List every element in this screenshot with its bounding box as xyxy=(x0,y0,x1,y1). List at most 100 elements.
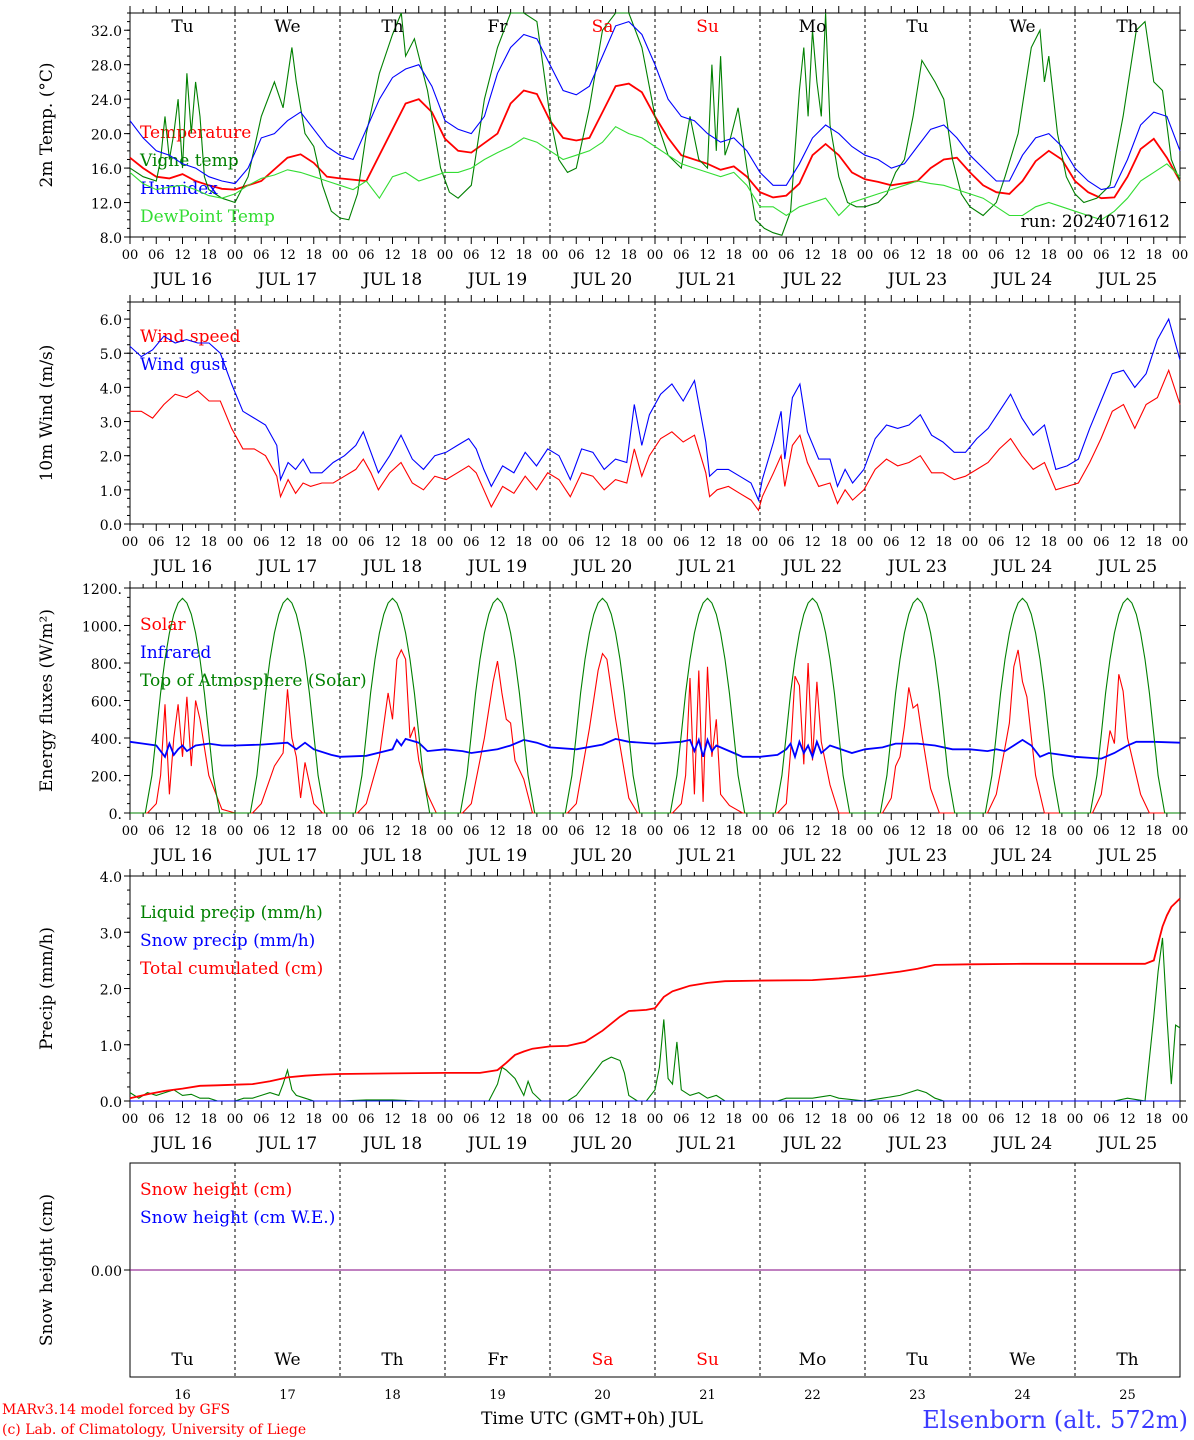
hour-label: 12 xyxy=(699,824,716,839)
hour-label: 00 xyxy=(437,535,454,550)
date-label: JUL 21 xyxy=(676,846,737,866)
hour-label: 12 xyxy=(279,248,296,263)
date-label: JUL 19 xyxy=(466,846,527,866)
legend-entry: Total cumulated (cm) xyxy=(140,959,323,979)
weekday-label: Sa xyxy=(592,1350,614,1370)
hour-label: 18 xyxy=(200,824,217,839)
date-label: JUL 19 xyxy=(466,557,527,577)
hour-label: 06 xyxy=(778,248,795,263)
hour-label: 12 xyxy=(489,248,506,263)
hour-label: 12 xyxy=(804,1112,821,1127)
weekday-label: Th xyxy=(1116,17,1138,37)
weekday-label: Fr xyxy=(488,17,509,37)
hour-label: 00 xyxy=(647,824,664,839)
hour-label: 12 xyxy=(489,824,506,839)
day-number-label: 24 xyxy=(1014,1388,1031,1403)
footer: MARv3.14 model forced by GFS (c) Lab. of … xyxy=(2,1402,1188,1438)
hour-label: 12 xyxy=(384,1112,401,1127)
hour-label: 18 xyxy=(410,1112,427,1127)
y-tick-label: 16.0 xyxy=(91,162,122,178)
day-number-label: 22 xyxy=(804,1388,821,1403)
y-tick-label: 1200. xyxy=(82,582,122,598)
hour-label: 06 xyxy=(988,535,1005,550)
series-line-solar xyxy=(130,648,1180,814)
date-label: JUL 22 xyxy=(781,846,842,866)
weekday-label: Su xyxy=(696,1350,719,1370)
day-number-label: 21 xyxy=(699,1388,716,1403)
hour-label: 12 xyxy=(279,824,296,839)
legend-entry: Liquid precip (mm/h) xyxy=(140,903,323,923)
hour-label: 12 xyxy=(489,535,506,550)
hour-label: 12 xyxy=(279,535,296,550)
hour-label: 06 xyxy=(148,535,165,550)
date-label: JUL 16 xyxy=(151,1134,212,1154)
y-axis-title: Precip (mm/h) xyxy=(37,927,57,1050)
hour-label: 18 xyxy=(830,824,847,839)
plot-frame xyxy=(129,587,1181,814)
hour-label: 00 xyxy=(752,824,769,839)
date-label: JUL 22 xyxy=(781,270,842,290)
hour-label: 12 xyxy=(1119,1112,1136,1127)
hour-label: 12 xyxy=(909,824,926,839)
date-label: JUL 19 xyxy=(466,1134,527,1154)
y-tick-label: 3.0 xyxy=(100,416,122,432)
hour-label: 00 xyxy=(857,535,874,550)
hour-label: 12 xyxy=(384,248,401,263)
date-label: JUL 23 xyxy=(886,1134,947,1154)
hour-label: 18 xyxy=(830,248,847,263)
hour-label: 06 xyxy=(358,824,375,839)
y-tick-label: 0. xyxy=(109,807,122,823)
hour-label: 06 xyxy=(358,1112,375,1127)
hour-label: 12 xyxy=(699,1112,716,1127)
panel-3: 0. 200. 400. 600. 800. 1000. 1200. Energy fluxe… xyxy=(37,581,1188,866)
y-tick-label: 0.0 xyxy=(100,1095,122,1111)
hour-label: 00 xyxy=(962,248,979,263)
y-tick-label: 2.0 xyxy=(100,450,122,466)
legend-entry: Solar xyxy=(140,615,186,635)
hour-label: 18 xyxy=(1040,248,1057,263)
hour-label: 00 xyxy=(227,248,244,263)
y-tick-label: 400. xyxy=(91,732,122,748)
hour-label: 06 xyxy=(568,1112,585,1127)
date-label: JUL 24 xyxy=(991,557,1052,577)
hour-label: 06 xyxy=(148,824,165,839)
hour-label: 12 xyxy=(489,1112,506,1127)
y-tick-label: 200. xyxy=(91,770,122,786)
hour-label: 18 xyxy=(620,535,637,550)
panel-1: 8.0 12.0 16.0 20.0 24.0 28.0 32.0 2m Temp. (°C)… xyxy=(37,6,1188,290)
hour-label: 00 xyxy=(962,535,979,550)
hour-label: 00 xyxy=(122,535,139,550)
hour-label: 00 xyxy=(752,535,769,550)
legend-entry: Wind speed xyxy=(140,327,241,347)
hour-label: 00 xyxy=(1172,248,1189,263)
hour-label: 12 xyxy=(174,1112,191,1127)
x-axis-title: Time UTC (GMT+0h) JUL xyxy=(481,1409,703,1429)
weekday-label: Tu xyxy=(906,17,928,37)
hour-label: 00 xyxy=(752,248,769,263)
hour-label: 18 xyxy=(725,248,742,263)
hour-label: 18 xyxy=(935,824,952,839)
hour-label: 00 xyxy=(332,824,349,839)
series-line-liquid-precip-mm-h- xyxy=(129,937,1181,1102)
hour-label: 06 xyxy=(358,248,375,263)
hour-label: 12 xyxy=(909,1112,926,1127)
series-line-temperature xyxy=(129,82,1181,200)
date-label: JUL 18 xyxy=(361,270,422,290)
hour-label: 06 xyxy=(1093,1112,1110,1127)
y-tick-label: 1.0 xyxy=(100,1039,122,1055)
y-tick-label: 28.0 xyxy=(91,59,122,75)
series-line-total-cumulated-cm- xyxy=(129,897,1181,1100)
y-tick-label: 3.0 xyxy=(100,926,122,942)
hour-label: 00 xyxy=(542,535,559,550)
hour-label: 12 xyxy=(594,1112,611,1127)
hour-label: 18 xyxy=(1040,1112,1057,1127)
panel-5: 0.00 Snow height (cm) Snow height (cm) Snow… xyxy=(37,1162,1186,1403)
hour-label: 12 xyxy=(909,535,926,550)
hour-label: 12 xyxy=(1119,248,1136,263)
hour-label: 06 xyxy=(148,1112,165,1127)
plot-frame xyxy=(129,12,1181,238)
hour-label: 00 xyxy=(1067,535,1084,550)
hour-label: 06 xyxy=(988,824,1005,839)
hour-label: 18 xyxy=(200,535,217,550)
date-label: JUL 23 xyxy=(886,270,947,290)
